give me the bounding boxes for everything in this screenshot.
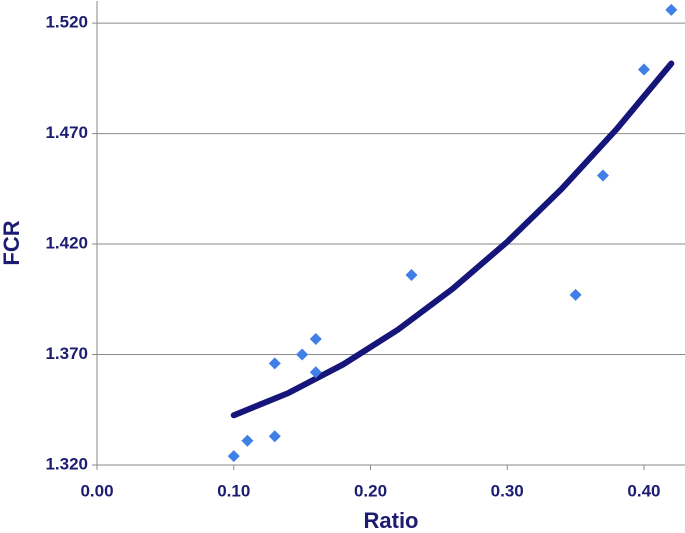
x-tick-label: 0.20	[354, 481, 387, 500]
point	[569, 288, 582, 301]
x-tick-label: 0.40	[627, 481, 660, 500]
point	[241, 434, 254, 447]
y-tick-label: 1.520	[45, 13, 88, 32]
y-tick-label: 1.320	[45, 454, 88, 473]
point	[227, 450, 240, 463]
trend-line	[230, 60, 675, 419]
point	[268, 430, 281, 443]
point	[637, 63, 650, 76]
point	[665, 3, 678, 16]
point	[296, 348, 309, 361]
point	[309, 333, 322, 346]
x-tick-label: 0.10	[217, 481, 250, 500]
point	[268, 357, 281, 370]
point	[405, 268, 418, 281]
x-tick-label: 0.00	[80, 481, 113, 500]
y-tick-label: 1.370	[45, 344, 88, 363]
point	[596, 169, 609, 182]
x-tick-label: 0.30	[491, 481, 524, 500]
point	[309, 366, 322, 379]
y-tick-label: 1.470	[45, 123, 88, 142]
x-axis-title: Ratio	[364, 508, 419, 533]
y-axis-title: FCR	[0, 220, 24, 265]
y-tick-label: 1.420	[45, 234, 88, 253]
